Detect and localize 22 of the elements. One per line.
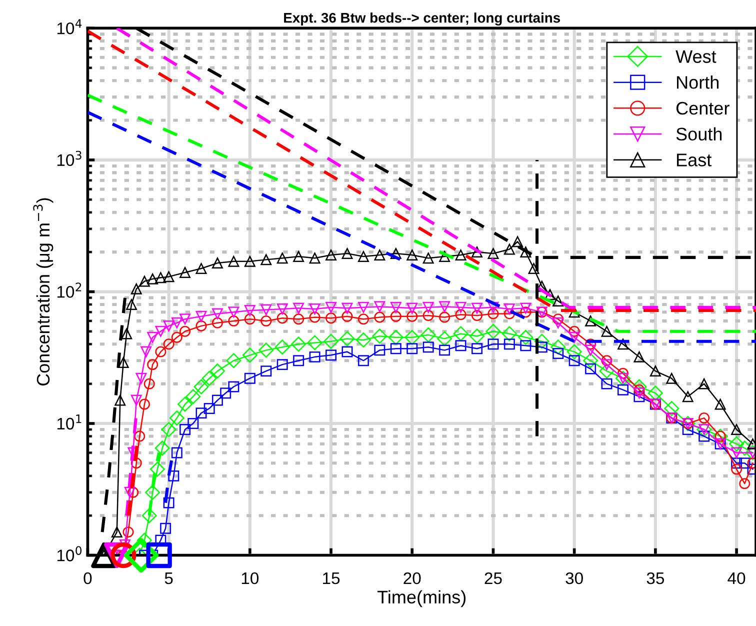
legend-label: Center	[676, 102, 730, 115]
legend-label: West	[676, 50, 716, 63]
chart-title: Expt. 36 Btw beds--> center; long curtains	[284, 12, 560, 26]
x-tick-label: 20	[404, 572, 421, 584]
legend-label: North	[677, 76, 719, 89]
legend-label: East	[677, 154, 712, 166]
x-tick-label: 35	[646, 572, 664, 584]
y-tick-label: 10$^{2}$	[57, 282, 82, 298]
legend-label: South	[676, 127, 722, 141]
y-tick-label: 10$^{0}$	[57, 546, 82, 562]
x-tick-label: 25	[484, 572, 502, 584]
x-tick-label: 0	[84, 572, 92, 584]
y-axis-title: Concentration (μg m$^{−3}$)	[33, 198, 54, 386]
x-tick-label: 30	[566, 572, 583, 584]
x-tick-label: 5	[164, 572, 173, 584]
y-tick-label: 10$^{3}$	[57, 150, 82, 166]
x-tick-label: 10	[242, 572, 259, 584]
x-tick-label: 40	[728, 572, 746, 584]
y-tick-label: 10$^{4}$	[57, 19, 82, 34]
x-tick-label: 15	[323, 572, 340, 584]
x-axis-title: Time(mins)	[377, 590, 466, 608]
y-tick-label: 10$^{1}$	[57, 414, 82, 430]
